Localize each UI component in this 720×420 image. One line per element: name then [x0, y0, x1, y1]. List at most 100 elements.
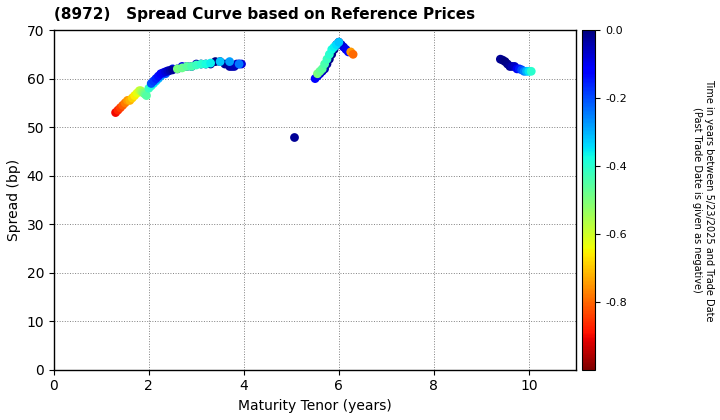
Point	[181, 63, 193, 70]
Point	[176, 63, 188, 70]
Point	[516, 66, 528, 73]
Point	[338, 44, 349, 50]
Point	[333, 39, 345, 45]
Point	[200, 60, 212, 67]
Point	[513, 66, 525, 72]
Point	[521, 68, 532, 75]
Point	[310, 75, 321, 82]
Point	[330, 41, 342, 48]
Point	[160, 68, 171, 75]
X-axis label: Maturity Tenor (years): Maturity Tenor (years)	[238, 399, 392, 413]
Point	[312, 71, 323, 77]
Point	[233, 60, 245, 67]
Point	[176, 65, 188, 71]
Point	[326, 51, 338, 58]
Point	[158, 69, 169, 76]
Point	[497, 57, 508, 63]
Point	[506, 63, 518, 70]
Point	[523, 68, 535, 75]
Point	[124, 97, 135, 104]
Point	[228, 63, 240, 70]
Point	[345, 49, 356, 55]
Point	[186, 63, 197, 70]
Point	[160, 71, 171, 77]
Point	[224, 63, 235, 70]
Point	[134, 87, 145, 94]
Point	[114, 104, 126, 111]
Point	[143, 85, 155, 92]
Point	[326, 46, 338, 53]
Point	[341, 46, 352, 53]
Point	[319, 60, 330, 67]
Point	[317, 66, 328, 72]
Point	[500, 58, 511, 65]
Point	[120, 100, 131, 106]
Point	[162, 68, 174, 75]
Point	[502, 60, 513, 67]
Point	[112, 107, 124, 113]
Point	[231, 60, 243, 67]
Point	[137, 89, 148, 95]
Point	[330, 41, 342, 48]
Point	[191, 62, 202, 68]
Point	[321, 60, 333, 67]
Point	[336, 41, 347, 48]
Point	[317, 68, 328, 75]
Point	[131, 90, 143, 97]
Point	[129, 92, 140, 99]
Point	[148, 80, 159, 87]
Point	[215, 58, 226, 65]
Point	[526, 68, 537, 75]
Point	[139, 91, 150, 97]
Point	[509, 63, 521, 70]
Point	[495, 56, 506, 63]
Point	[314, 71, 325, 77]
Point	[140, 92, 152, 99]
Text: (8972)   Spread Curve based on Reference Prices: (8972) Spread Curve based on Reference P…	[54, 7, 475, 22]
Point	[110, 109, 122, 116]
Point	[148, 78, 159, 84]
Point	[328, 46, 340, 53]
Point	[233, 60, 245, 67]
Point	[511, 66, 523, 72]
Point	[145, 80, 157, 87]
Point	[171, 66, 183, 72]
Point	[150, 75, 162, 82]
Point	[138, 90, 149, 97]
Y-axis label: Spread (bp): Spread (bp)	[7, 159, 21, 241]
Point	[226, 63, 238, 70]
Point	[162, 68, 174, 74]
Point	[215, 58, 226, 65]
Point	[195, 60, 207, 67]
Point	[323, 56, 335, 63]
Point	[210, 58, 221, 65]
Point	[186, 63, 197, 70]
Point	[319, 66, 330, 72]
Point	[150, 78, 162, 84]
Point	[321, 56, 333, 63]
Point	[224, 58, 235, 65]
Point	[288, 134, 300, 140]
Point	[323, 51, 335, 58]
Point	[328, 44, 340, 50]
Point	[219, 60, 230, 67]
Point	[195, 60, 207, 67]
Point	[235, 60, 247, 67]
Point	[205, 60, 217, 67]
Point	[181, 63, 193, 70]
Point	[314, 68, 325, 75]
Point	[135, 87, 147, 94]
Point	[191, 60, 202, 67]
Point	[333, 39, 345, 45]
Y-axis label: Time in years between 5/23/2025 and Trade Date
(Past Trade Date is given as nega: Time in years between 5/23/2025 and Trad…	[693, 79, 714, 321]
Point	[158, 71, 169, 77]
Point	[155, 73, 166, 79]
Point	[127, 94, 138, 101]
Point	[343, 49, 354, 55]
Point	[504, 63, 516, 70]
Point	[171, 66, 183, 72]
Point	[122, 97, 133, 104]
Point	[153, 75, 164, 82]
Point	[518, 68, 530, 75]
Point	[145, 82, 157, 89]
